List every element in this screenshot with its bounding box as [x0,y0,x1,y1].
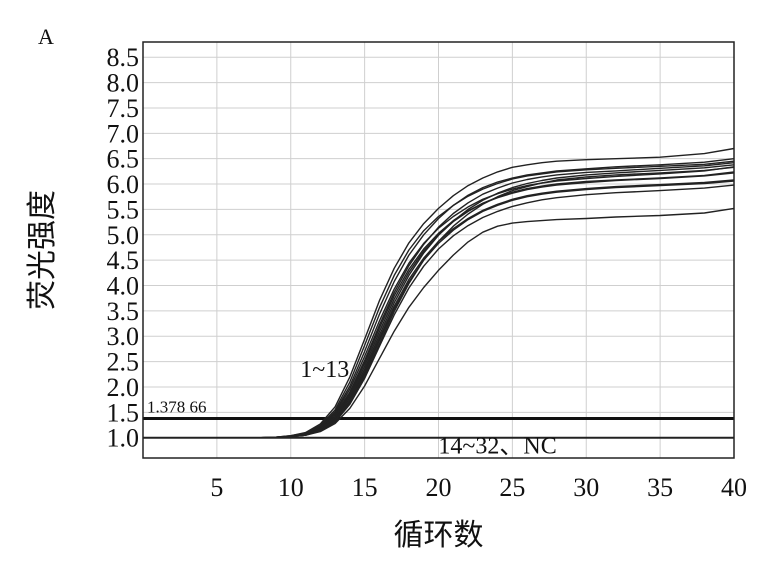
x-tick-label-2: 15 [352,473,378,502]
y-tick-label-11: 6.5 [107,145,140,174]
y-tick-label-4: 3.0 [107,322,140,351]
y-axis-ticks: 1.01.52.02.53.03.54.04.55.05.56.06.57.07… [107,43,140,452]
y-tick-label-12: 7.0 [107,119,140,148]
y-tick-label-8: 5.0 [107,221,140,250]
x-tick-label-4: 25 [499,473,525,502]
y-tick-label-7: 4.5 [107,246,140,275]
y-tick-label-2: 2.0 [107,373,140,402]
y-tick-label-1: 1.5 [107,398,140,427]
x-axis-title: 循环数 [394,519,484,552]
y-tick-label-15: 8.5 [107,43,140,72]
annotation-1: 1~13 [300,357,349,383]
x-tick-label-6: 35 [647,473,673,502]
plot-frame [142,41,735,459]
series-layer [143,147,735,439]
y-tick-label-10: 6.0 [107,170,140,199]
y-tick-label-0: 1.0 [107,424,140,453]
y-tick-label-13: 7.5 [107,94,140,123]
y-axis-title: 荧光强度 [26,190,59,310]
x-tick-label-7: 40 [721,473,747,502]
threshold-label: 1.378 66 [147,397,207,416]
panel-label: A [38,24,54,49]
annotation-2: 14~32、NC [438,433,556,459]
x-tick-label-0: 5 [210,473,223,502]
x-tick-label-5: 30 [573,473,599,502]
annotations: 1~13 14~32、NC [300,357,557,459]
y-tick-label-14: 8.0 [107,69,140,98]
x-tick-label-3: 20 [426,473,452,502]
y-tick-label-5: 3.5 [107,297,140,326]
x-tick-label-1: 10 [278,473,304,502]
y-tick-label-6: 4.0 [107,272,140,301]
y-tick-label-3: 2.5 [107,348,140,377]
y-tick-label-9: 5.5 [107,195,140,224]
x-axis-ticks: 5 10 15 20 25 30 35 40 [210,473,747,502]
